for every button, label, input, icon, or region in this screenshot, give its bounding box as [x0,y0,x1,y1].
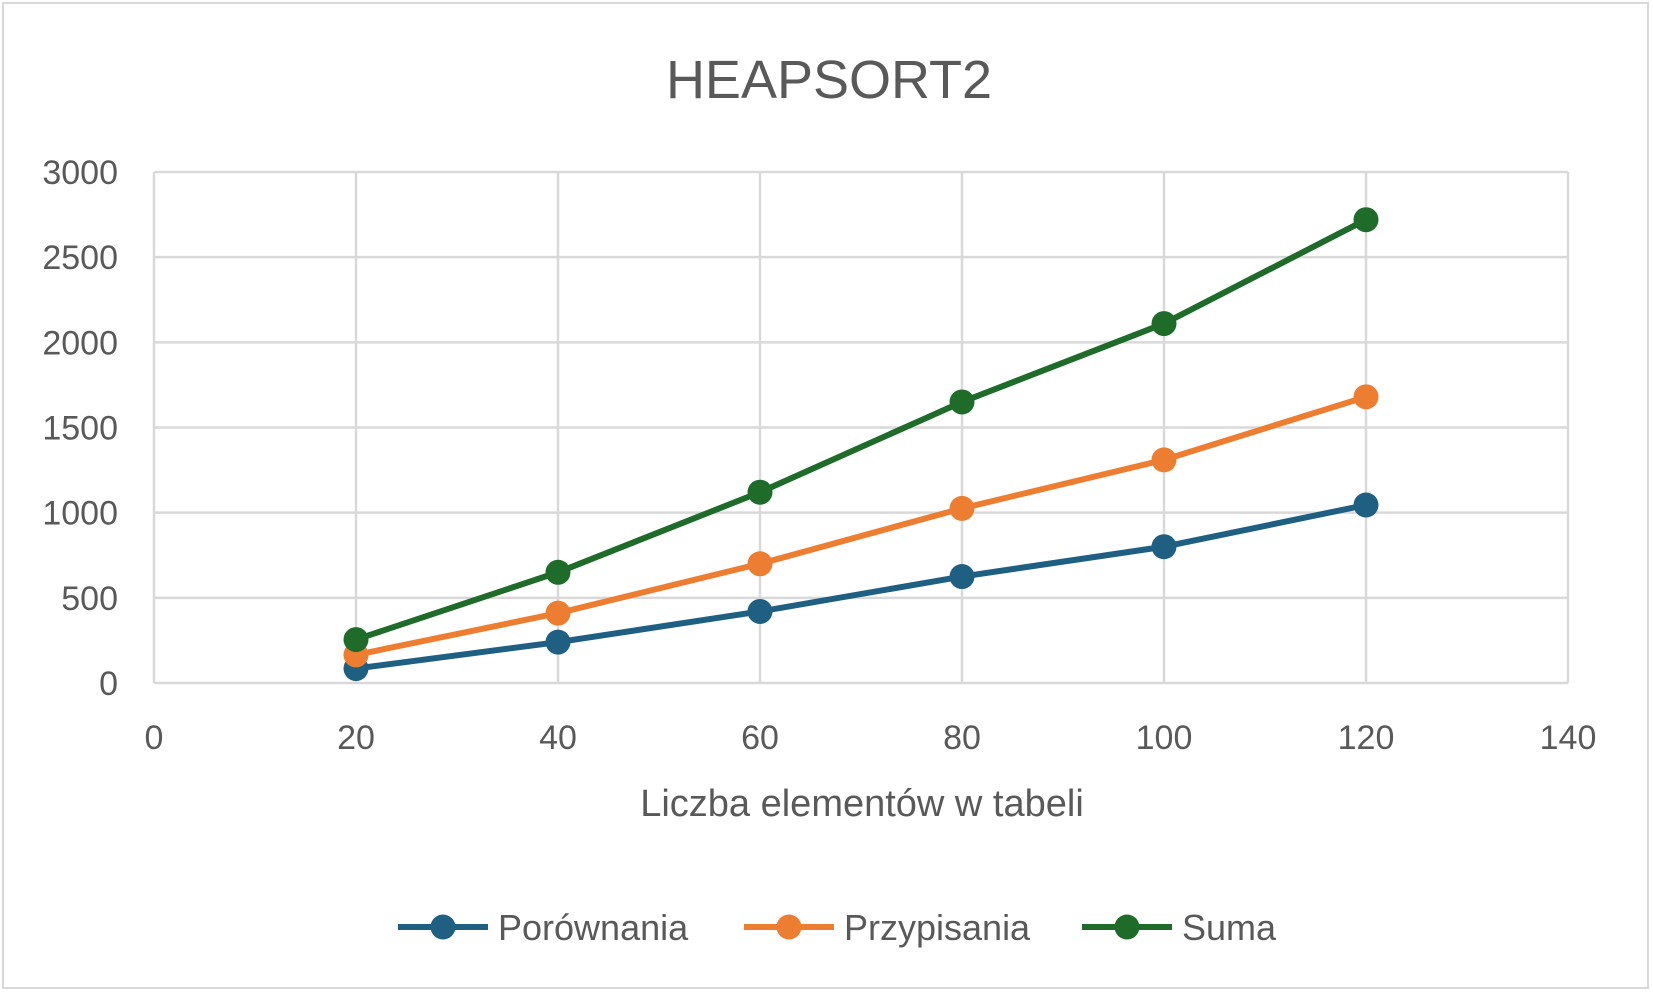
legend-marker [1114,914,1140,940]
x-tick-label: 60 [741,719,779,757]
y-tick-label: 3000 [42,154,118,192]
legend-item: Porównania [398,907,689,948]
series-line [355,502,1367,672]
legend: Porównania Przypisania Suma [398,907,1277,948]
chart-title: HEAPSORT2 [666,50,992,110]
x-tick-label: 20 [337,719,375,757]
data-point [343,627,369,653]
data-point [545,629,571,655]
series-line [355,217,1368,643]
chart-svg: HEAPSORT2 0 500 1000 1500 2000 2500 3000 0 20 40… [42,50,1597,948]
x-axis-ticks: 0 20 40 60 80 100 120 140 [145,719,1597,757]
series-2 [343,384,1379,668]
data-point [747,479,773,505]
legend-label: Suma [1182,907,1277,948]
legend-marker [430,914,456,940]
legend-label: Porównania [498,907,689,948]
data-point [1151,311,1177,337]
legend-marker [776,914,802,940]
data-point [1151,447,1177,473]
x-axis-title: Liczba elementów w tabeli [640,783,1084,825]
series-line [355,393,1367,658]
y-tick-label: 2000 [42,324,118,362]
data-point [747,551,773,577]
legend-label: Przypisania [844,907,1031,948]
x-tick-label: 40 [539,719,577,757]
series-layer [343,207,1379,682]
x-tick-label: 120 [1338,719,1395,757]
y-axis-ticks: 0 500 1000 1500 2000 2500 3000 [42,154,118,703]
data-point [1353,384,1379,410]
y-tick-label: 2500 [42,239,118,277]
data-point [545,559,571,585]
x-tick-label: 0 [145,719,164,757]
x-tick-label: 140 [1540,719,1597,757]
data-point [949,495,975,521]
y-tick-label: 0 [99,665,118,703]
data-point [1353,207,1379,233]
data-point [949,389,975,415]
legend-item: Przypisania [744,907,1031,948]
y-tick-label: 500 [61,580,118,618]
x-tick-label: 80 [943,719,981,757]
x-tick-label: 100 [1136,719,1193,757]
series-1 [343,492,1379,682]
data-point [1353,492,1379,518]
data-point [545,600,571,626]
data-point [949,564,975,590]
series-3 [343,207,1379,653]
data-point [747,598,773,624]
y-tick-label: 1500 [42,410,118,448]
y-tick-label: 1000 [42,495,118,533]
data-point [1151,534,1177,560]
grid [152,170,1570,685]
legend-item: Suma [1082,907,1277,948]
